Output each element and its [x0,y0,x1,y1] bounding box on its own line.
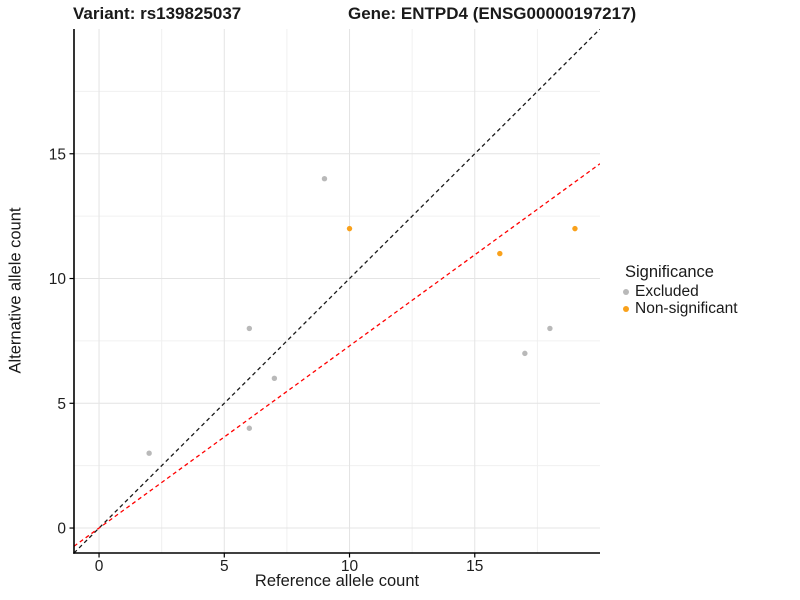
x-tick-label: 5 [220,558,229,575]
fit-line [74,163,600,547]
y-tick-label: 0 [57,521,66,538]
data-point-excluded [271,375,278,382]
data-point-excluded [146,450,152,456]
data-point-non-significant [346,225,353,232]
y-tick-label: 15 [49,146,66,163]
y-axis-title: Alternative allele count [6,207,25,374]
legend-title: Significance [625,263,714,281]
legend-dot-icon [623,305,629,312]
legend: Significance Excluded Non-significant [622,264,738,317]
data-point-non-significant [572,225,578,232]
data-point-excluded [547,325,553,332]
variant-title: Variant: rs139825037 [73,4,242,23]
legend-entry: Non-significant [622,300,738,317]
x-tick-label: 15 [466,558,483,575]
data-point-excluded [321,176,328,182]
y-tick-label: 10 [49,271,67,288]
x-axis-title: Reference allele count [254,572,420,590]
legend-label: Excluded [635,283,699,300]
gene-title: Gene: ENTPD4 (ENSG00000197217) [348,4,637,23]
legend-entry: Excluded [622,283,738,300]
data-point-excluded [246,425,253,431]
x-tick-label: 10 [341,558,359,575]
identity-line [74,29,600,553]
legend-label: Non-significant [635,300,738,317]
data-point-excluded [246,325,253,332]
x-tick-label: 0 [95,558,104,575]
y-tick-label: 5 [57,396,66,413]
data-point-excluded [522,350,528,357]
legend-dot-icon [623,288,629,295]
legend-entries: Excluded Non-significant [622,283,738,317]
data-point-non-significant [497,250,503,257]
